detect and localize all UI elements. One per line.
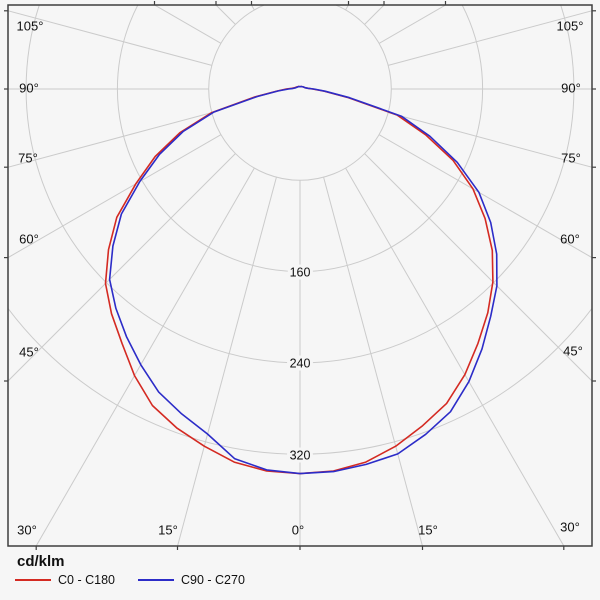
legend-label-c0-c180: C0 - C180 <box>58 573 115 587</box>
radial-label: 320 <box>290 449 311 463</box>
angle-gridline <box>345 167 565 546</box>
angle-label: 90° <box>561 81 581 96</box>
angle-gridline <box>8 10 212 66</box>
angle-gridline <box>324 0 495 1</box>
angle-label: 60° <box>560 232 580 247</box>
angle-gridline <box>35 167 255 546</box>
angle-label: 90° <box>19 81 39 96</box>
legend: cd/klm C0 - C180 C90 - C270 <box>15 553 245 587</box>
angle-label: 60° <box>19 232 39 247</box>
curve-c90-c270 <box>108 85 498 475</box>
angle-label: 105° <box>17 19 44 34</box>
angle-label: 45° <box>19 345 39 360</box>
radial-labels: 160 240 320 <box>287 263 314 466</box>
angle-label: 75° <box>561 151 581 166</box>
angle-label: 15° <box>418 523 438 538</box>
angle-label: 0° <box>292 523 304 538</box>
angle-label: 105° <box>557 19 584 34</box>
legend-line-c90-c270 <box>137 579 174 581</box>
angle-label: 30° <box>560 520 580 535</box>
angle-label: 30° <box>17 523 37 538</box>
curves <box>104 85 498 475</box>
angle-gridline <box>8 153 236 382</box>
radial-label: 160 <box>290 266 311 280</box>
angle-gridline <box>364 153 592 382</box>
angle-labels: 105° 90° 75° 60° 45° 30° 15° 0° 15° 30° 105° 90° 75°… <box>17 19 584 538</box>
angle-label: 45° <box>563 344 583 359</box>
legend-row: C0 - C180 C90 - C270 <box>15 573 245 587</box>
angle-gridline <box>8 112 212 168</box>
legend-label-c90-c270: C90 - C270 <box>180 573 245 587</box>
angle-gridline <box>378 134 592 259</box>
angle-gridline <box>177 177 277 546</box>
angle-label: 75° <box>18 151 38 166</box>
angle-gridline <box>388 112 592 168</box>
angle-gridline <box>8 134 222 259</box>
frame-ticks <box>4 1 596 550</box>
angle-gridline <box>388 10 592 66</box>
angle-gridline <box>106 0 277 1</box>
legend-line-c0-c180 <box>15 579 51 581</box>
angle-label: 15° <box>158 523 178 538</box>
legend-unit-label: cd/klm <box>17 553 65 570</box>
angle-gridline <box>323 177 423 546</box>
radial-label: 240 <box>290 357 311 371</box>
